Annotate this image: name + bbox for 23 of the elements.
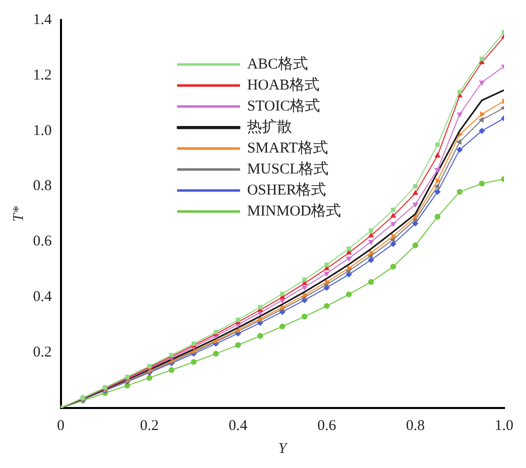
y-tick-label: 1.4 (33, 12, 52, 28)
x-tick-label: 0.2 (140, 418, 159, 434)
y-tick-label: 0.4 (33, 289, 52, 306)
legend-label: HOAB格式 (247, 76, 320, 94)
y-axis-title: T* (10, 206, 27, 222)
y-tick-label: 0.8 (33, 178, 52, 194)
x-tick-label: 0 (57, 418, 64, 434)
y-tick-label: 0.6 (33, 234, 52, 250)
legend-label: ABC格式 (247, 55, 308, 72)
x-tick-label: 0.8 (406, 418, 425, 434)
legend-label: SMART格式 (247, 139, 328, 156)
legend-label: MINMOD格式 (247, 202, 342, 220)
legend-label: 热扩散 (247, 118, 292, 136)
y-tick-label: 0.2 (33, 344, 52, 361)
legend-label: MUSCL格式 (247, 160, 329, 178)
legend-label: STOIC格式 (247, 97, 320, 114)
x-axis-title: Y (278, 440, 288, 457)
y-tick-label: 1.2 (33, 67, 52, 84)
x-tick-label: 1.0 (494, 418, 514, 434)
y-tick-label: 1.0 (33, 122, 52, 139)
x-tick-label: 0.4 (228, 418, 248, 434)
x-tick-label: 0.6 (317, 418, 337, 434)
legend-label: OSHER格式 (247, 181, 326, 198)
